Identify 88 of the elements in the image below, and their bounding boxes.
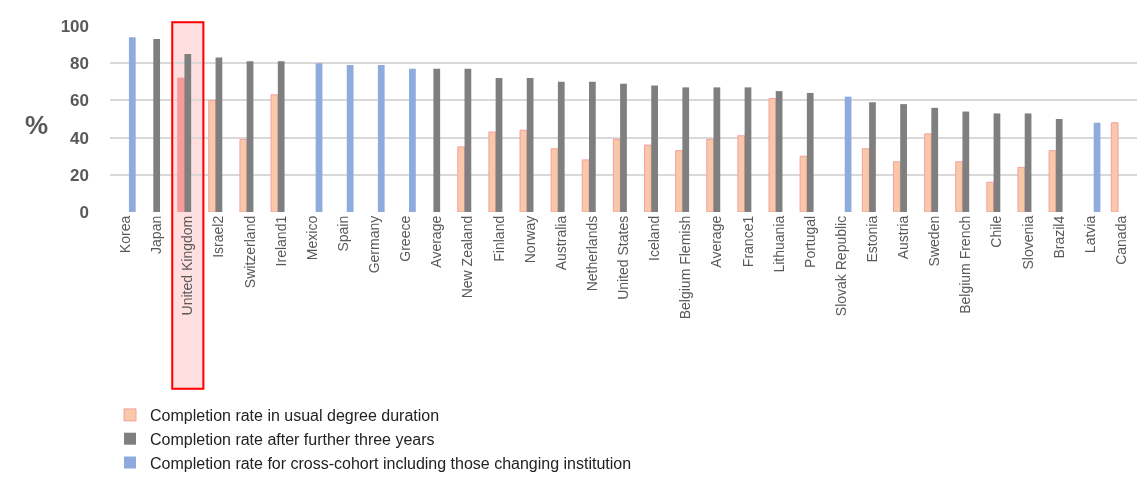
x-tick-label: Estonia <box>864 215 881 263</box>
x-tick-label: United Kingdom <box>179 215 196 316</box>
x-tick-label: Belgium French <box>957 215 974 314</box>
bar <box>433 68 441 212</box>
bar <box>526 78 534 212</box>
bar <box>861 148 870 212</box>
x-tick-label: Canada <box>1112 215 1129 265</box>
bar <box>239 138 248 212</box>
bar <box>892 161 901 212</box>
x-tick-label: Norway <box>521 215 538 264</box>
x-tick-label: Portugal <box>801 215 818 268</box>
x-tick-label: Average <box>708 215 725 268</box>
bar <box>612 138 621 212</box>
legend-label: Completion rate for cross-cohort including those changing institution <box>150 454 632 472</box>
y-tick-label: 20 <box>70 165 89 185</box>
bar <box>706 138 714 212</box>
bar <box>1017 166 1026 212</box>
bar <box>488 131 497 212</box>
bar <box>869 102 876 212</box>
y-tick-label: 40 <box>70 128 89 148</box>
x-tick-label: Switzerland <box>241 215 258 289</box>
bar <box>675 150 683 212</box>
bar <box>806 92 814 212</box>
bar <box>409 68 416 212</box>
x-tick-label: Korea <box>117 215 134 254</box>
bar <box>713 87 721 212</box>
x-tick-label: Finland <box>490 215 507 262</box>
x-tick-label: Ireland1 <box>272 215 289 267</box>
bar <box>962 111 970 212</box>
x-tick-label: Israel2 <box>210 215 227 258</box>
x-tick-label: Austria <box>895 215 912 260</box>
bar <box>184 53 192 212</box>
bar <box>581 159 590 212</box>
x-tick-label: Japan <box>148 215 165 254</box>
bar <box>900 104 907 212</box>
x-tick-label: New Zealand <box>459 215 476 299</box>
bar <box>620 83 627 212</box>
bar <box>651 85 658 212</box>
bar <box>457 146 466 212</box>
y-tick-label: 80 <box>70 54 89 74</box>
bar <box>924 133 932 212</box>
bar <box>519 129 528 212</box>
x-tick-label: Chile <box>988 215 1005 248</box>
bar <box>737 135 746 212</box>
x-tick-label: Lithuania <box>770 215 787 273</box>
x-tick-label: Slovenia <box>1019 215 1036 270</box>
bar <box>1110 122 1119 212</box>
bar <box>799 155 808 212</box>
bar <box>377 65 385 212</box>
x-tick-label: Netherlands <box>583 215 600 292</box>
bar <box>208 99 217 212</box>
y-tick-label: 0 <box>79 202 89 222</box>
bar <box>644 144 652 212</box>
bar <box>346 65 354 212</box>
bar <box>557 81 565 212</box>
x-tick-label: Greece <box>397 215 414 262</box>
x-tick-label: Australia <box>552 215 569 271</box>
legend-label: Completion rate in usual degree duration <box>150 407 440 425</box>
legend-label: Completion rate after further three years <box>150 430 435 448</box>
bar <box>986 181 995 212</box>
bar <box>550 148 559 212</box>
y-axis-title: % <box>25 110 49 140</box>
bar <box>931 107 939 212</box>
x-tick-label: United States <box>615 215 632 300</box>
bar <box>1055 119 1063 212</box>
x-tick-label: Mexico <box>303 215 320 261</box>
x-tick-label: Sweden <box>926 215 943 267</box>
x-tick-label: Iceland <box>646 215 663 261</box>
bar <box>955 161 963 212</box>
x-tick-label: Slovak Republic <box>832 215 849 317</box>
x-tick-label: Brazil4 <box>1050 215 1067 259</box>
x-tick-label: Spain <box>334 215 351 252</box>
bar <box>768 98 777 212</box>
bar <box>589 81 596 212</box>
bar <box>1048 150 1057 212</box>
y-tick-label: 100 <box>60 16 89 36</box>
x-tick-label: Average <box>428 215 445 268</box>
bar <box>682 87 690 212</box>
bar <box>270 94 279 212</box>
y-tick-label: 60 <box>70 91 89 111</box>
x-tick-label: Germany <box>366 215 383 274</box>
bar <box>277 61 285 212</box>
x-tick-label: Belgium Flemish <box>677 215 694 320</box>
bar <box>128 37 136 212</box>
bar <box>177 77 185 212</box>
bar <box>153 39 161 212</box>
x-tick-label: France1 <box>739 215 756 268</box>
x-tick-label: Latvia <box>1081 215 1098 254</box>
